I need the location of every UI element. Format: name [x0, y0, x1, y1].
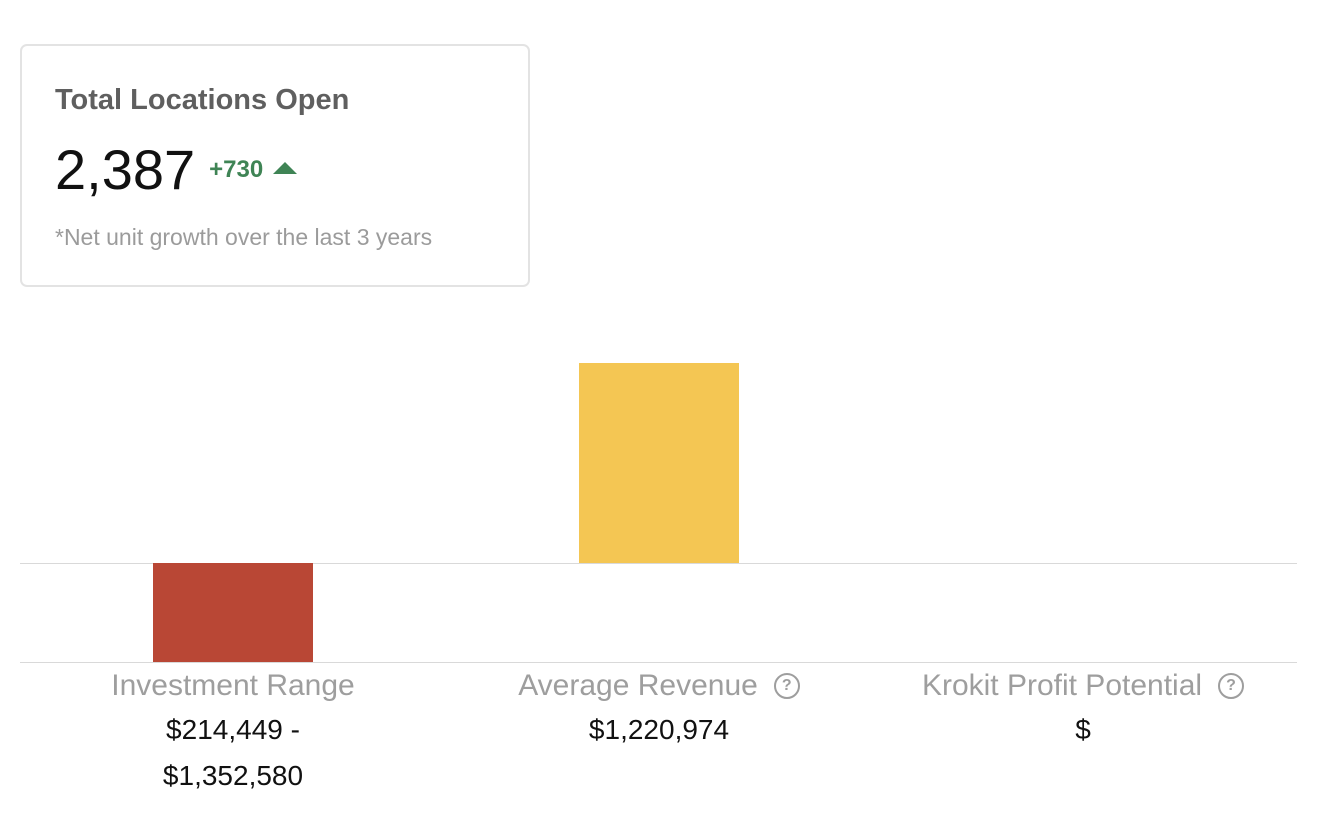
- card-title: Total Locations Open: [55, 84, 350, 116]
- value-label: $: [1075, 714, 1091, 745]
- value-label: $1,352,580: [162, 760, 304, 791]
- metrics-bar-chart: [20, 320, 1297, 663]
- category-label: Krokit Profit Potential?: [870, 666, 1296, 706]
- category-label-text: Krokit Profit Potential: [921, 669, 1203, 702]
- card-footnote: *Net unit growth over the last 3 years: [55, 224, 433, 250]
- bar-average-revenue: [579, 363, 739, 563]
- category-label-text: Investment Range: [111, 669, 355, 702]
- category-krokit-profit-potential: Krokit Profit Potential? $: [870, 666, 1296, 752]
- help-icon[interactable]: ?: [773, 673, 800, 699]
- zero-line: [20, 563, 1297, 564]
- bar-investment-range: [153, 563, 313, 662]
- value-label: $214,449 -: [166, 714, 300, 745]
- category-label-text: Average Revenue: [518, 669, 758, 702]
- metric-row: 2,387 +730: [55, 138, 298, 202]
- total-locations-card: Total Locations Open 2,387 +730 *Net uni…: [20, 44, 530, 287]
- triangle-up-icon: [273, 162, 298, 174]
- category-investment-range: Investment Range $214,449 - $1,352,580: [20, 666, 446, 798]
- total-locations-value: 2,387: [55, 138, 196, 201]
- value-label: $1,220,974: [588, 714, 730, 745]
- x-axis-line: [20, 662, 1297, 663]
- growth-delta-value: +730: [209, 156, 264, 183]
- category-average-revenue: Average Revenue? $1,220,974: [446, 666, 872, 752]
- category-label: Average Revenue?: [446, 666, 872, 706]
- growth-delta: +730: [209, 156, 298, 184]
- category-label: Investment Range: [20, 666, 446, 706]
- help-icon[interactable]: ?: [1218, 673, 1245, 699]
